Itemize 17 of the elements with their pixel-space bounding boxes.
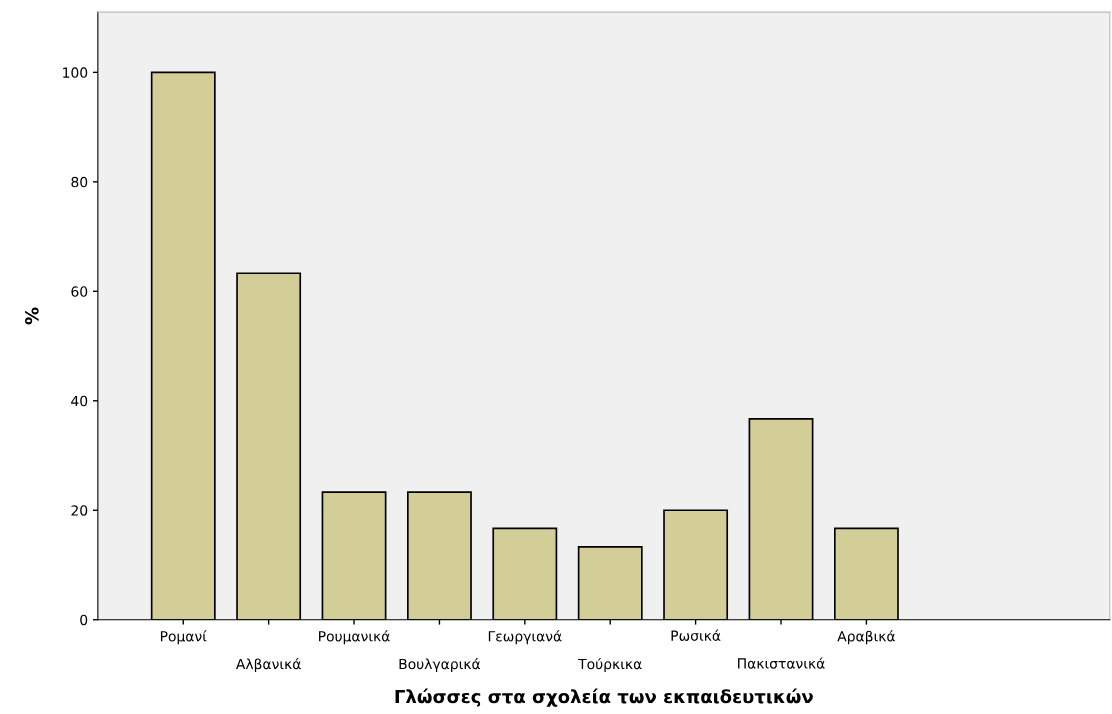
- x-tick-label: Πακιστανικά: [738, 657, 825, 669]
- x-tick-label: Τούρκικα: [578, 657, 642, 672]
- y-tick-label: 20: [71, 505, 88, 516]
- x-tick-label: Ρωσικά: [671, 629, 721, 641]
- x-tick-label: Ρομανί: [160, 630, 207, 645]
- y-tick-label: 80: [71, 176, 88, 188]
- y-tick-label: 100: [63, 67, 88, 78]
- x-axis-title: Γλώσσες στα σχολεία των εκπαιδευτικών: [395, 688, 813, 707]
- x-tick-label: Γεωργιανά: [488, 630, 562, 645]
- y-tick-label: 60: [71, 286, 88, 297]
- x-tick-label: Αραβικά: [837, 630, 895, 645]
- y-axis-title: %: [25, 307, 39, 325]
- y-tick-label: 0: [80, 614, 88, 626]
- y-tick-label: 40: [71, 395, 88, 407]
- x-tick-label: Αλβανικά: [235, 657, 301, 672]
- x-tick-label: Βουλγαρικά: [399, 657, 481, 672]
- x-tick-label: Ρουμανικά: [319, 630, 390, 645]
